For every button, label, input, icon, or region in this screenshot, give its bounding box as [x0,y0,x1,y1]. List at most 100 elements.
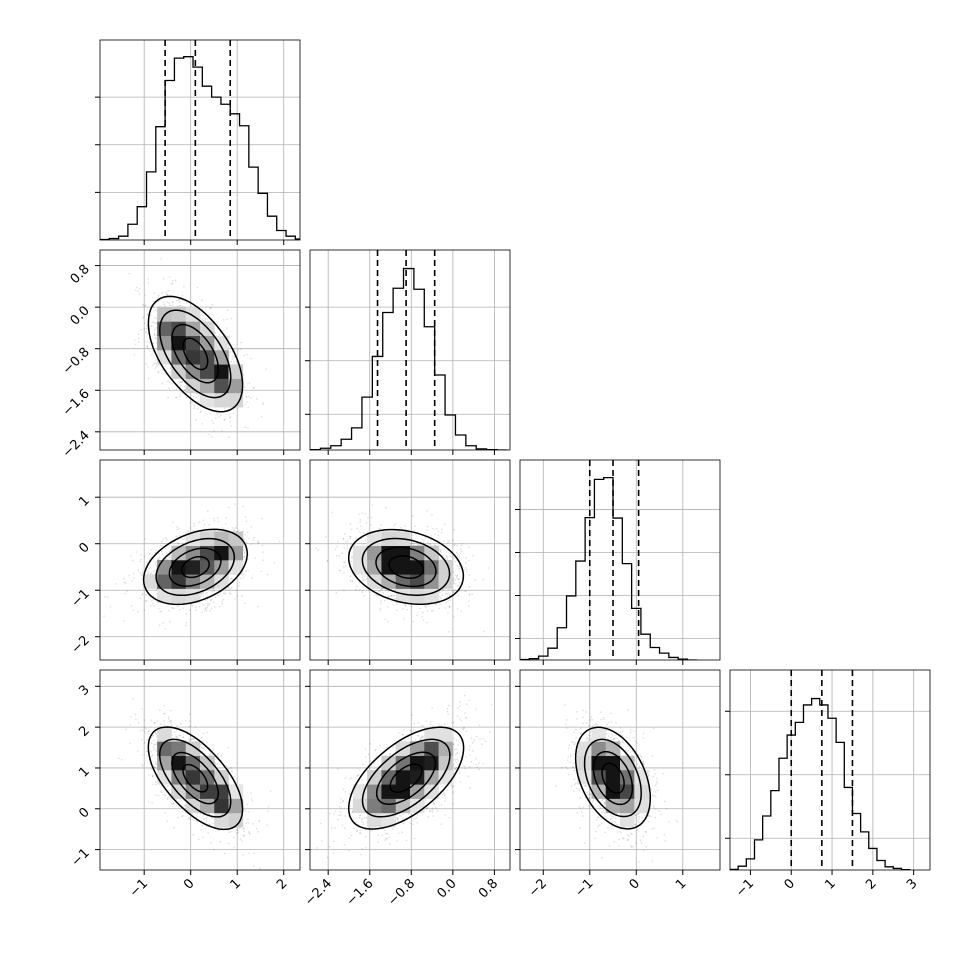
scatter-point [146,345,148,348]
scatter-point [361,591,363,594]
scatter-point [213,517,215,520]
scatter-point [169,304,171,306]
scatter-point [411,534,414,537]
scatter-point [207,604,209,606]
scatter-point [362,575,364,577]
contour-line [142,528,249,606]
scatter-point [134,343,137,346]
scatter-point [257,542,259,544]
scatter-point [349,535,351,538]
scatter-point [344,561,346,564]
scatter-point [346,544,348,547]
scatter-point [362,578,364,581]
scatter-point [226,318,228,320]
scatter-point [440,597,442,599]
scatter-point [205,592,207,595]
scatter-point [202,747,204,749]
scatter-point [204,608,207,610]
scatter-point [239,827,241,829]
density-block [395,588,411,604]
scatter-point [349,575,352,578]
scatter-point [452,557,455,559]
scatter-point [389,596,392,598]
scatter-point [154,334,156,336]
scatter-point [212,411,214,413]
scatter-point [434,533,436,535]
scatter-point [393,524,395,527]
scatter-point [171,282,174,285]
scatter-point [439,550,442,552]
scatter-point [229,416,231,418]
scatter-point [351,556,354,559]
density-block [214,574,229,589]
scatter-point [422,611,424,614]
contour-line [180,555,210,579]
scatter-point [214,606,216,608]
scatter-point [153,743,156,745]
scatter-point [155,359,157,361]
scatter-plot-area [128,257,267,438]
scatter-point [248,832,250,834]
scatter-point [457,608,459,610]
scatter-point [380,602,382,605]
scatter-point [244,403,247,406]
scatter-point [200,594,203,596]
scatter-point [155,338,158,340]
scatter-point [457,578,460,581]
contour-line [375,546,437,588]
scatter-point [200,596,202,598]
scatter-point [144,305,146,307]
scatter-point [135,286,138,289]
scatter-point [432,610,434,612]
scatter-point [438,590,441,592]
scatter-point [336,546,338,548]
scatter-point [456,544,458,547]
scatter-point [468,600,470,602]
scatter-point [434,544,436,547]
scatter-point [157,558,159,560]
scatter-point [361,576,363,579]
scatter-point [416,542,419,544]
scatter-point [350,543,353,545]
density-block [185,560,201,575]
scatter-point [452,579,455,581]
scatter-point [395,523,397,525]
scatter-point [155,323,158,325]
scatter-point [137,333,139,335]
scatter-point [246,559,249,561]
scatter-point [432,527,434,530]
panel-frame [99,249,301,451]
scatter-point [180,393,182,395]
scatter-point [257,605,259,608]
scatter-point [154,317,156,319]
scatter-point [198,606,201,608]
scatter-point [449,606,451,608]
scatter-point [413,542,415,545]
scatter-point [168,610,170,612]
scatter-point [439,591,441,594]
scatter-point [465,590,467,593]
scatter-point [153,570,156,572]
scatter-point [201,308,204,311]
scatter-point [483,630,485,633]
scatter-point [468,559,470,562]
scatter-point [463,569,465,571]
scatter-point [443,548,446,550]
scatter-point [466,568,468,571]
scatter-point [334,548,337,551]
scatter-point [139,560,142,563]
scatter-point [154,310,156,312]
scatter-point [163,724,166,726]
scatter-point [455,574,457,577]
scatter-point [166,301,169,303]
contour-line [168,547,222,587]
scatter-point [104,596,106,598]
scatter-point [103,615,105,617]
panel-frame [99,459,301,661]
scatter-point [174,279,177,281]
scatter-point [182,815,184,817]
scatter-point [147,377,150,380]
scatter-point [433,544,436,547]
scatter-point [218,411,220,414]
scatter-point [231,587,233,589]
